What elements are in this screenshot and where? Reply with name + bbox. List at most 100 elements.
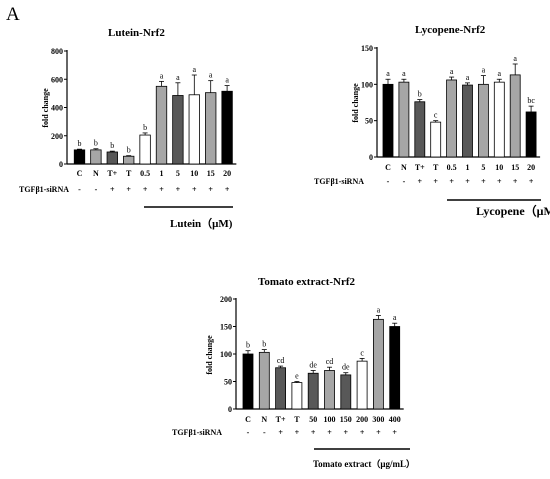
significance-label: a <box>160 71 164 80</box>
y-tick-label: 800 <box>51 47 63 56</box>
bar <box>258 351 270 410</box>
bar <box>430 121 442 158</box>
y-tick-label: 200 <box>51 132 63 141</box>
bar <box>356 360 368 410</box>
y-tick-label: 200 <box>220 295 232 304</box>
significance-label: cd <box>277 356 285 365</box>
significance-label: b <box>246 341 250 350</box>
y-tick-label: 100 <box>220 350 232 359</box>
chart-title: Tomato extract-Nrf2 <box>258 276 356 288</box>
x-tick-label: 1 <box>466 163 470 172</box>
sirna-row-label: TGFβ1-siRNA <box>314 177 364 186</box>
bar <box>275 367 287 410</box>
significance-label: b <box>418 90 422 99</box>
significance-label: b <box>262 340 266 349</box>
sirna-sign: + <box>208 185 213 194</box>
sirna-sign: + <box>159 185 164 194</box>
x-tick-label: 15 <box>511 163 519 172</box>
significance-label: a <box>402 69 406 78</box>
y-tick-label: 150 <box>361 44 373 53</box>
sirna-sign: - <box>78 185 81 194</box>
x-tick-label: 100 <box>324 415 336 424</box>
sirna-sign: - <box>95 185 98 194</box>
significance-label: a <box>193 65 197 74</box>
significance-label: b <box>143 123 147 132</box>
bar <box>525 111 537 158</box>
significance-label: c <box>360 348 364 357</box>
sirna-sign: + <box>126 185 131 194</box>
significance-label: b <box>78 139 82 148</box>
bar <box>389 326 401 410</box>
bar <box>188 94 200 165</box>
x-tick-label: T <box>294 415 300 424</box>
significance-label: a <box>377 306 381 315</box>
sirna-sign: + <box>481 177 486 186</box>
x-tick-label: C <box>245 415 251 424</box>
sirna-sign: + <box>278 428 283 437</box>
x-tick-label: 1 <box>160 169 164 178</box>
bar <box>493 81 505 158</box>
bar <box>205 92 217 165</box>
sirna-sign: + <box>392 428 397 437</box>
significance-label: a <box>225 76 229 85</box>
sirna-sign: + <box>465 177 470 186</box>
y-axis-label: fold change <box>205 335 214 375</box>
x-tick-label: 0.5 <box>447 163 457 172</box>
x-tick-label: 5 <box>176 169 180 178</box>
chart-title: Lycopene-Nrf2 <box>415 24 486 36</box>
y-tick-label: 0 <box>369 153 373 162</box>
x-tick-label: C <box>77 169 83 178</box>
bar <box>139 134 151 165</box>
bar <box>172 95 184 165</box>
bar <box>221 90 233 165</box>
sirna-sign: - <box>263 428 266 437</box>
x-tick-label: 10 <box>495 163 503 172</box>
sirna-sign: - <box>403 177 406 186</box>
significance-label: bc <box>527 96 535 105</box>
x-tick-label: 0.5 <box>140 169 150 178</box>
bar <box>414 101 426 158</box>
y-tick-label: 600 <box>51 75 63 84</box>
x-tick-label: 150 <box>340 415 352 424</box>
x-tick-label: 200 <box>356 415 368 424</box>
x-tick-label: T <box>126 169 132 178</box>
sirna-sign: + <box>513 177 518 186</box>
bar <box>291 382 303 410</box>
sirna-row-label: TGFβ1-siRNA <box>172 428 222 437</box>
y-tick-label: 0 <box>59 160 63 169</box>
x-tick-label: C <box>385 163 391 172</box>
bar <box>509 74 521 158</box>
sirna-sign: + <box>110 185 115 194</box>
significance-label: a <box>466 73 470 82</box>
chart-lycopene-nrf2: Lycopene-Nrf2 fold change 0 50 100 150 a C - a N - b… <box>314 24 550 218</box>
x-tick-label: 20 <box>527 163 535 172</box>
x-tick-label: T+ <box>415 163 425 172</box>
significance-label: b <box>127 146 131 155</box>
sirna-sign: + <box>295 428 300 437</box>
bar <box>340 374 352 410</box>
x-tick-label: N <box>93 169 99 178</box>
sirna-sign: - <box>387 177 390 186</box>
sirna-sign: - <box>247 428 250 437</box>
significance-label: c <box>434 111 438 120</box>
significance-label: a <box>386 69 390 78</box>
x-tick-label: 50 <box>309 415 317 424</box>
sirna-sign: + <box>143 185 148 194</box>
sirna-sign: + <box>376 428 381 437</box>
bar <box>477 83 489 158</box>
significance-label: a <box>450 67 454 76</box>
x-tick-label: N <box>401 163 407 172</box>
x-tick-label: 10 <box>190 169 198 178</box>
x-tick-label: T+ <box>276 415 286 424</box>
bar <box>446 79 458 158</box>
significance-label: b <box>110 141 114 150</box>
treatment-label: Tomato extract（μg/mL） <box>313 459 415 469</box>
x-tick-label: 20 <box>223 169 231 178</box>
y-tick-label: 0 <box>228 405 232 414</box>
x-tick-label: 5 <box>481 163 485 172</box>
sirna-sign: + <box>192 185 197 194</box>
y-tick-label: 400 <box>51 104 63 113</box>
bar <box>73 149 86 165</box>
significance-label: a <box>482 66 486 75</box>
